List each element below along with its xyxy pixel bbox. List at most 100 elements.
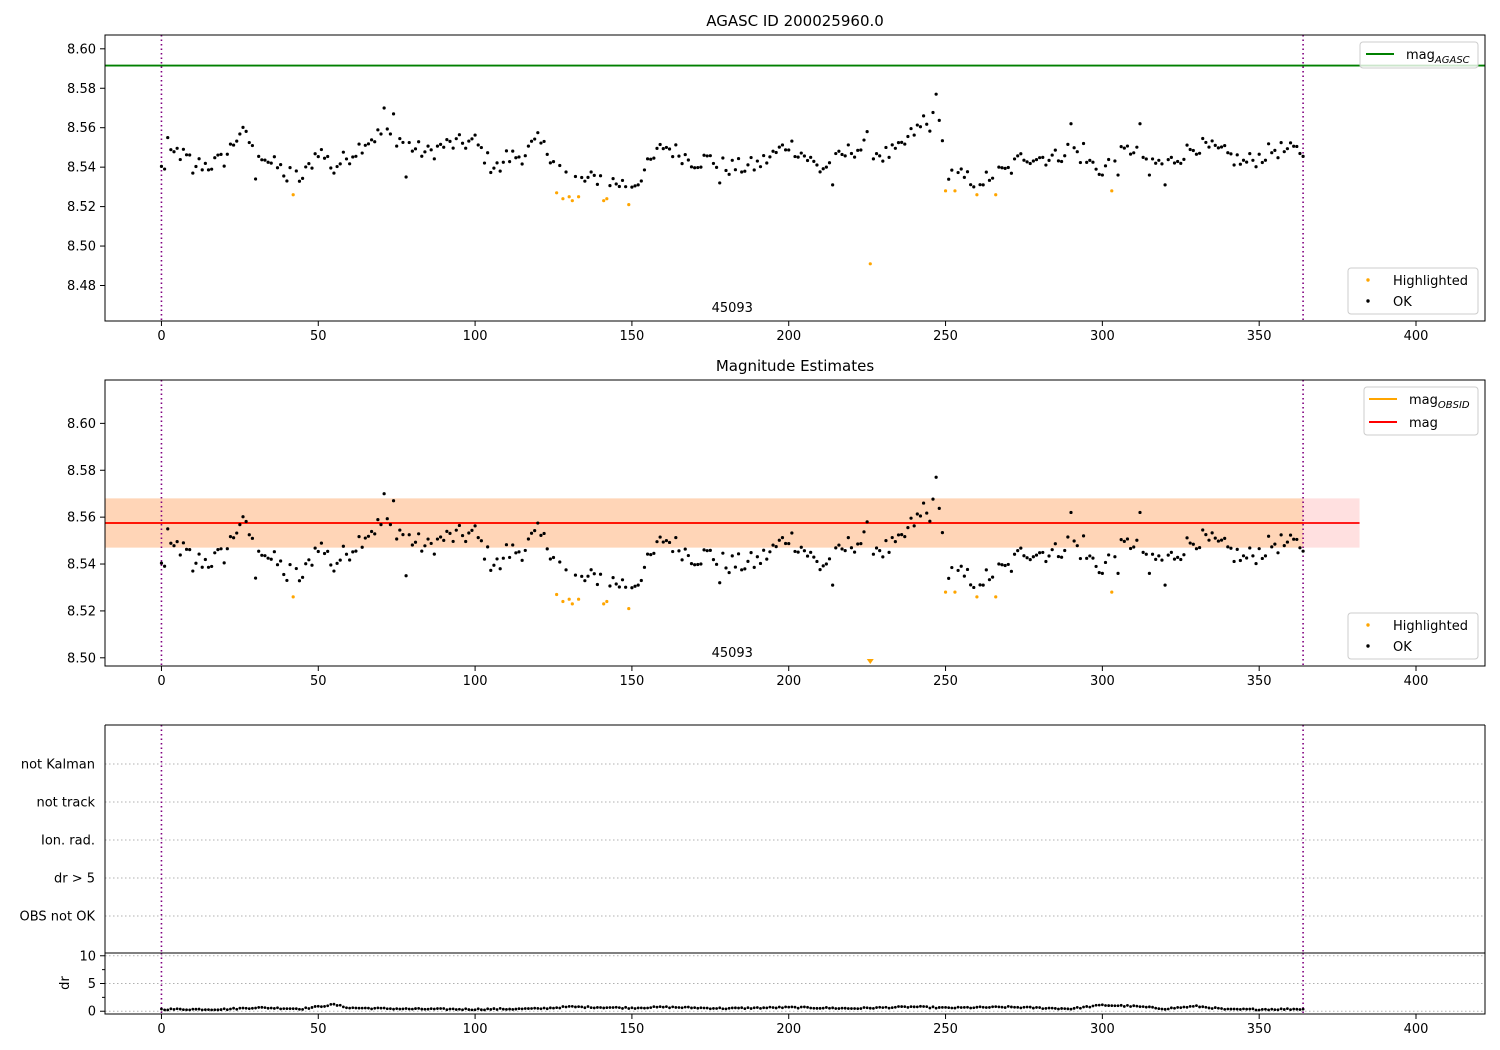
ok-point	[686, 158, 690, 162]
y-tick-label: 8.52	[67, 604, 96, 619]
dr-point	[693, 1006, 697, 1010]
dr-point	[197, 1007, 201, 1011]
ok-point	[332, 569, 336, 573]
ok-point	[655, 146, 659, 150]
ok-point	[1169, 550, 1173, 555]
ok-point	[373, 140, 377, 144]
ok-point	[495, 557, 499, 561]
ok-point	[573, 573, 578, 577]
ok-point	[1069, 510, 1073, 515]
dr-point	[602, 1006, 606, 1010]
ok-point	[947, 576, 951, 580]
dr-point	[790, 1005, 794, 1009]
highlighted-point	[975, 193, 979, 197]
x-tick-label: 250	[933, 674, 958, 689]
ok-point	[1182, 157, 1186, 161]
dr-point	[464, 1007, 468, 1011]
ok-point	[696, 165, 700, 170]
ok-point	[203, 161, 207, 165]
ok-point	[1069, 122, 1073, 126]
ok-point	[1285, 540, 1290, 544]
ok-point	[304, 165, 308, 169]
ok-point	[348, 162, 352, 166]
dr-point	[577, 1005, 580, 1009]
ok-point	[608, 184, 612, 188]
flag-label: not track	[36, 796, 95, 811]
dr-point	[1088, 1005, 1092, 1009]
ok-point	[768, 155, 772, 159]
legend-dot-swatch	[1366, 623, 1370, 627]
ok-point	[1160, 162, 1164, 166]
ok-point	[714, 165, 719, 170]
dr-point	[715, 1007, 718, 1010]
chart-title: Magnitude Estimates	[716, 357, 874, 375]
ok-point	[580, 574, 584, 578]
dr-point	[771, 1006, 775, 1009]
ok-point	[1210, 531, 1214, 535]
legend-lower	[1347, 267, 1479, 315]
highlighted-point	[567, 195, 571, 199]
ok-point	[1179, 161, 1183, 165]
dr-point	[1229, 1007, 1233, 1011]
ok-point	[457, 133, 462, 137]
ok-point	[1125, 144, 1130, 148]
ok-point	[238, 132, 242, 136]
ok-point	[319, 541, 324, 545]
ok-point	[191, 569, 195, 573]
ok-point	[1235, 547, 1239, 551]
ok-point	[206, 168, 211, 172]
legend-label: Highlighted	[1393, 619, 1468, 634]
dr-point	[765, 1006, 769, 1010]
dr-point	[906, 1006, 910, 1009]
dr-point	[483, 1008, 486, 1012]
ok-point	[937, 118, 941, 122]
ok-point	[332, 171, 336, 175]
ok-point	[793, 154, 797, 159]
ok-point	[1128, 152, 1133, 156]
ok-point	[881, 555, 885, 559]
ok-point	[398, 136, 402, 141]
ok-point	[940, 139, 945, 143]
dr-point	[348, 1006, 352, 1010]
ok-point	[460, 533, 465, 538]
ok-point	[1301, 154, 1305, 158]
dr-point	[997, 1005, 1001, 1009]
ok-point	[912, 133, 916, 137]
ok-point	[802, 549, 807, 553]
ok-point	[178, 157, 182, 162]
dr-point	[840, 1006, 844, 1010]
dr-point	[1157, 1007, 1161, 1010]
ok-point	[696, 562, 700, 567]
ok-point	[997, 165, 1001, 169]
ok-point	[470, 528, 474, 532]
ok-point	[417, 532, 421, 536]
ok-point	[172, 544, 176, 548]
ok-point	[1041, 155, 1045, 159]
ok-point	[931, 497, 935, 501]
highlighted-point	[994, 595, 998, 599]
dr-point	[1110, 1004, 1114, 1008]
highlighted-point	[291, 595, 295, 599]
ok-point	[667, 540, 672, 545]
ok-point	[893, 146, 897, 150]
ok-point	[1141, 155, 1145, 159]
x-tick-label: 350	[1247, 329, 1272, 344]
ok-point	[843, 154, 847, 158]
dr-point	[803, 1005, 806, 1009]
obsid-annotation: 45093	[712, 301, 753, 316]
ok-point	[445, 138, 449, 142]
dr-point	[1000, 1005, 1004, 1009]
ok-point	[401, 533, 405, 537]
ok-point	[213, 156, 217, 160]
ok-point	[335, 164, 339, 169]
ok-point	[520, 162, 524, 166]
dr-point	[900, 1005, 904, 1008]
ok-point	[429, 541, 433, 546]
ok-point	[279, 559, 283, 563]
dr-point	[705, 1006, 709, 1010]
dr-point	[781, 1006, 784, 1010]
ok-point	[159, 164, 164, 168]
ok-point	[1019, 152, 1023, 156]
dr-point	[1292, 1007, 1296, 1011]
ok-point	[834, 151, 838, 156]
